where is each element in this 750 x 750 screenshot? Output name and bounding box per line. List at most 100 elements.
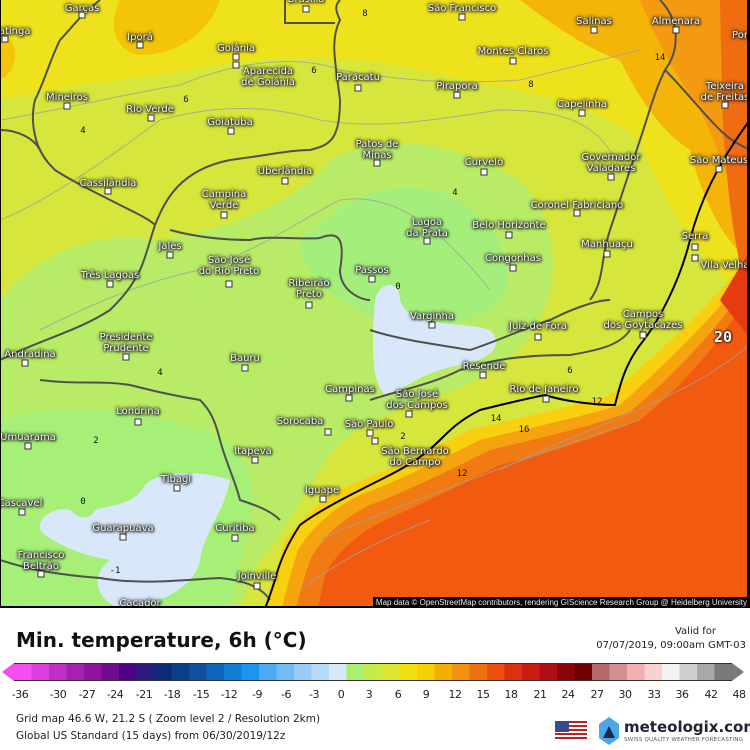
city-label: Três Lagoas (80, 270, 140, 281)
city-marker (345, 394, 353, 402)
city-marker (1, 35, 9, 43)
map-frame-left (0, 0, 1, 608)
city-label: Campina Verde (201, 189, 247, 211)
city-label: Ribeirão Preto (288, 278, 330, 300)
map-title: Min. temperature, 6h (°C) (16, 628, 307, 652)
city-marker (542, 395, 550, 403)
legend-tick: 33 (647, 688, 662, 701)
city-label: São Francisco (427, 3, 497, 14)
city-label: Brasília (288, 0, 325, 5)
temperature-map[interactable]: Garças Iporá Goiânia Aparecida de Goiânia Par… (0, 0, 750, 608)
contour-label: 6 (567, 366, 573, 376)
legend-tick: 0 (337, 688, 345, 701)
city-marker (106, 280, 114, 288)
valid-date: 07/07/2019, 09:00am GMT-03 (596, 640, 746, 651)
city-label: Sorocaba (276, 416, 324, 427)
meteologix-logo-icon (599, 717, 619, 745)
city-label: Umuarama (0, 432, 56, 443)
city-label: Governador Valadares (581, 152, 641, 174)
city-label: Rio de Janeiro (509, 384, 579, 395)
city-label: Rio Verde (126, 104, 174, 115)
legend-tick: 15 (476, 688, 491, 701)
city-marker (607, 173, 615, 181)
contour-label: 14 (654, 53, 666, 63)
contour-label: 16 (518, 425, 530, 435)
color-legend-bar (14, 663, 732, 681)
city-label: Ipatinga (0, 26, 31, 37)
city-marker (691, 254, 699, 262)
city-marker (423, 237, 431, 245)
city-marker (715, 165, 723, 173)
city-label: Iporá (127, 32, 153, 43)
city-label: Vila Velha (700, 260, 750, 271)
legend-tick: -21 (135, 688, 153, 701)
meteologix-logo-text[interactable]: meteologix.com (624, 718, 750, 736)
city-marker (18, 508, 26, 516)
city-marker (479, 371, 487, 379)
map-frame-right (747, 0, 750, 608)
city-marker (691, 243, 699, 251)
legend-tick: 48 (732, 688, 747, 701)
city-marker (78, 11, 86, 19)
legend-tick: -3 (309, 688, 319, 701)
city-marker (371, 437, 379, 445)
city-label: Paracatu (336, 72, 380, 83)
city-label: Teixeira de Freitas (700, 81, 750, 103)
legend-tick: 6 (394, 688, 402, 701)
city-marker (134, 418, 142, 426)
city-label: Coronel Fabriciano (530, 200, 624, 211)
contour-label: 0 (395, 282, 401, 292)
city-label: Goiatuba (207, 117, 253, 128)
legend-tick: -27 (78, 688, 96, 701)
us-flag-icon[interactable] (555, 721, 587, 741)
city-label: São Bernardo do Campo (381, 446, 449, 468)
logo-tagline: SWISS QUALITY WEATHER FORECASTING (624, 737, 744, 743)
contour-label: -1 (109, 566, 121, 576)
city-label: Mineiros (46, 92, 88, 103)
city-label: Uberlândia (257, 166, 313, 177)
city-marker (227, 127, 235, 135)
city-label: Manhuaçu (581, 239, 633, 250)
contour-label: 6 (311, 66, 317, 76)
contour-label: 20 (713, 328, 733, 346)
city-label: Curvelo (464, 157, 504, 168)
city-label: Cascavel (0, 498, 43, 509)
city-marker (253, 582, 261, 590)
city-label: Cassilândia (79, 178, 137, 189)
city-marker (122, 353, 130, 361)
city-label: Belo Horizonte (472, 220, 546, 231)
city-marker (119, 533, 127, 541)
city-label: Bauru (230, 353, 260, 364)
legend-tick: 24 (561, 688, 576, 701)
city-label: Joinville (237, 571, 277, 582)
city-label: Pirapora (436, 81, 478, 92)
legend-tick: 18 (504, 688, 519, 701)
legend-tick: -24 (106, 688, 124, 701)
city-marker (232, 61, 240, 69)
legend-right-arrow-icon (732, 663, 744, 681)
city-marker (603, 250, 611, 258)
contour-label: 4 (157, 368, 163, 378)
city-marker (428, 321, 436, 329)
legend-tick: 3 (365, 688, 373, 701)
city-marker (231, 534, 239, 542)
city-label: Garças (64, 3, 100, 14)
legend-tick: 12 (448, 688, 463, 701)
city-marker (173, 484, 181, 492)
city-marker (509, 264, 517, 272)
city-marker (302, 5, 310, 13)
city-label: Tibagi (160, 474, 192, 485)
city-label: Salinas (576, 16, 612, 27)
city-label: Curitiba (215, 523, 255, 534)
legend-tick: -30 (49, 688, 67, 701)
city-label: Almenara (651, 16, 701, 27)
contour-label: 2 (400, 432, 406, 442)
city-label: Iguape (304, 485, 340, 496)
legend-tick: -6 (281, 688, 291, 701)
city-marker (104, 187, 112, 195)
city-label: São Mateus (689, 155, 749, 166)
map-attribution[interactable]: Map data © OpenStreetMap contributors, r… (372, 597, 750, 608)
city-label: Campos dos Goytacazes (603, 309, 683, 331)
contour-label: 4 (80, 126, 86, 136)
city-marker (480, 168, 488, 176)
